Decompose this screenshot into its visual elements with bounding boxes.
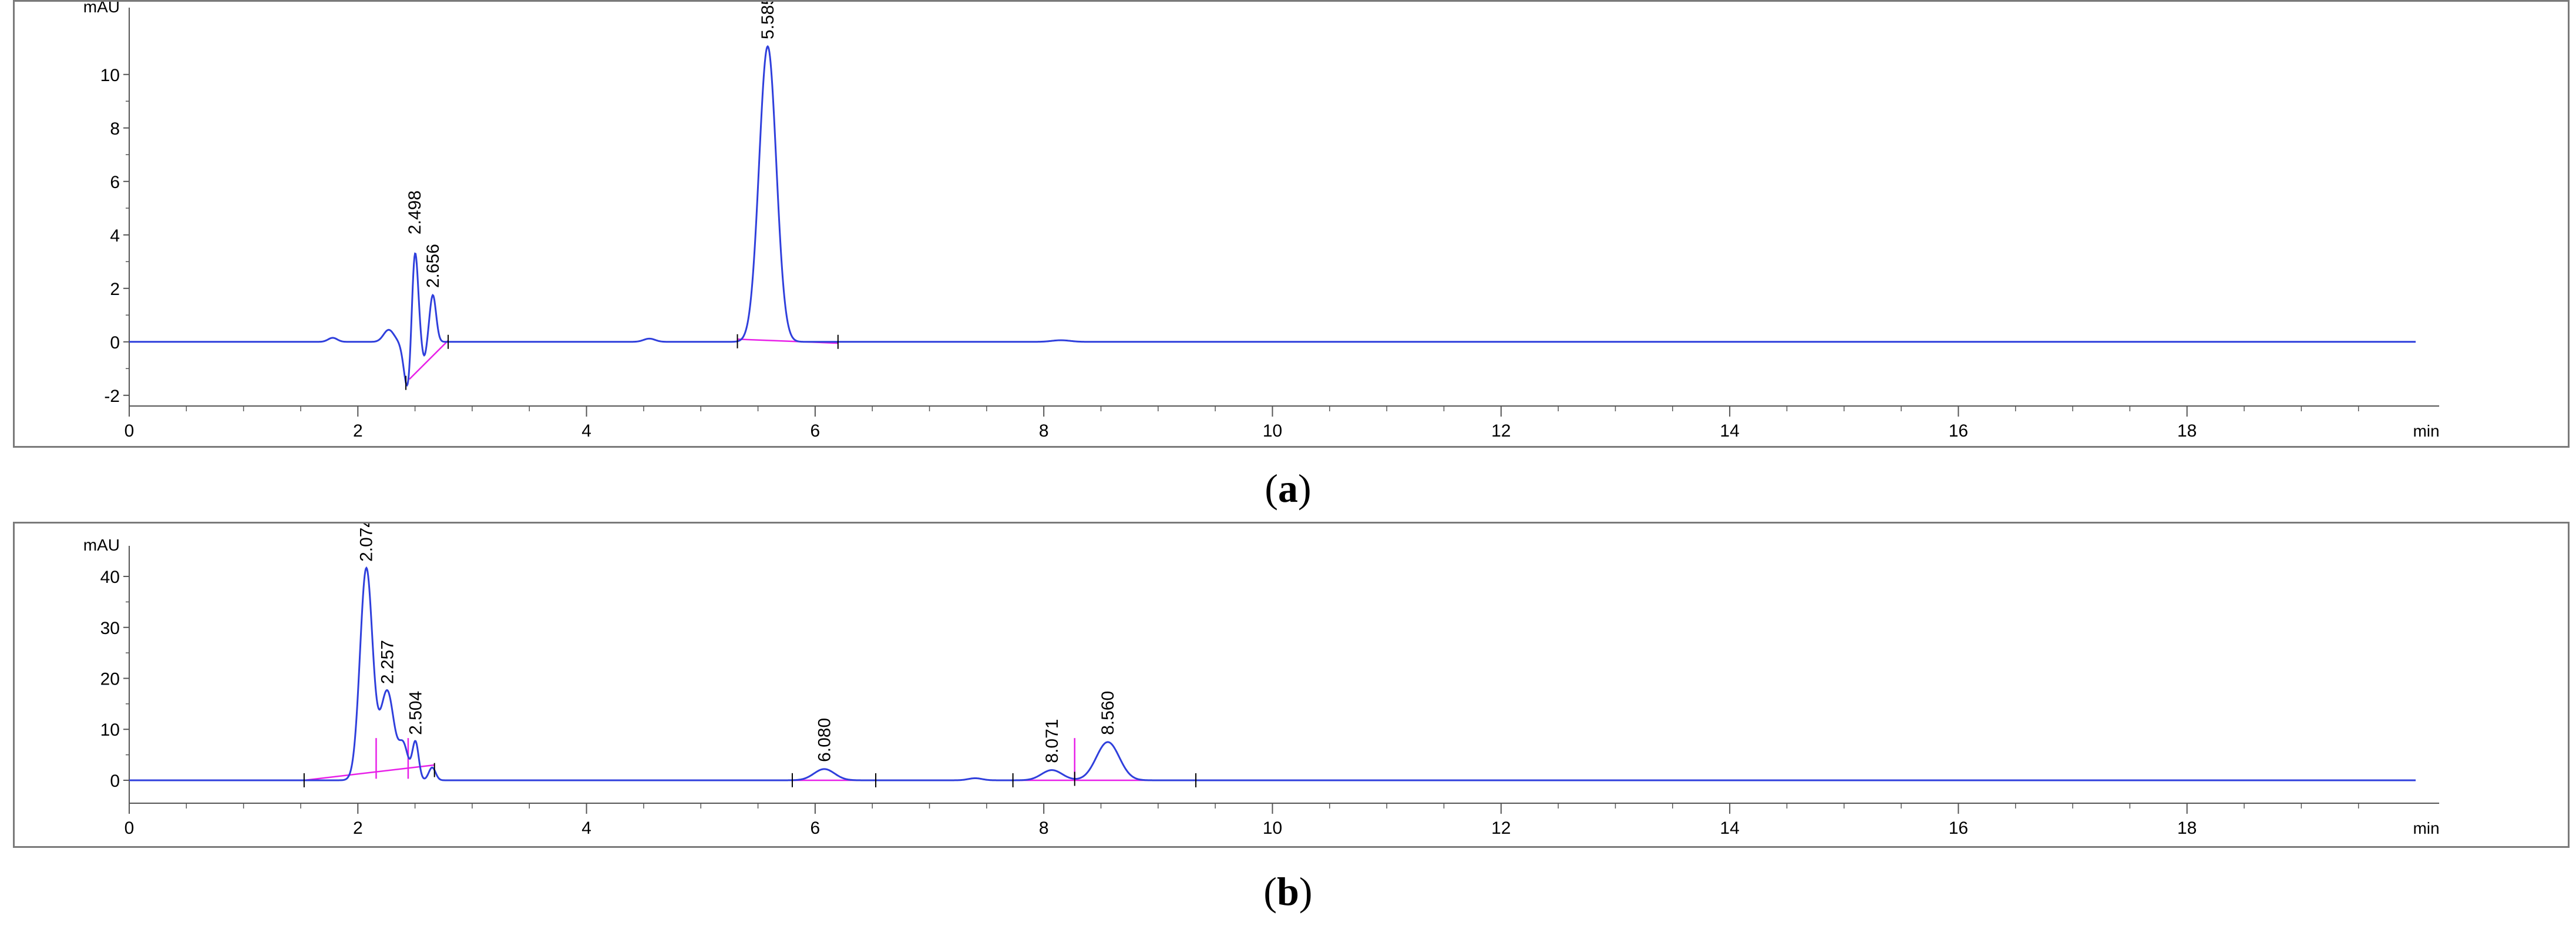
x-tick-label: 12 xyxy=(1491,421,1511,441)
x-unit-label: min xyxy=(2413,422,2439,440)
peak-label: 2.498 xyxy=(405,190,425,234)
x-tick-label: 0 xyxy=(125,818,134,838)
integration-baseline xyxy=(409,340,449,380)
x-tick-label: 14 xyxy=(1720,421,1739,441)
x-tick-label: 2 xyxy=(353,421,363,441)
chromatogram-a: -2 0 2 4 6 8 10 mAU 0 2 4 6 8 10 12 14 16 18 min 2.498 2.656… xyxy=(83,2,2440,441)
peak-label: 2.504 xyxy=(406,691,425,735)
peak-label: 2.656 xyxy=(423,244,443,288)
x-tick-label: 12 xyxy=(1491,818,1511,838)
x-tick-label: 18 xyxy=(2177,818,2197,838)
x-tick-label: 6 xyxy=(811,421,820,441)
chromatogram-panel-a: -2 0 2 4 6 8 10 mAU 0 2 4 6 8 10 12 14 16 18 min 2.498 2.656… xyxy=(13,0,2570,448)
y-unit-label: mAU xyxy=(83,536,120,554)
x-tick-label: 18 xyxy=(2177,421,2197,441)
signal-trace xyxy=(129,566,2416,781)
y-tick-label: 4 xyxy=(110,226,120,246)
x-tick-label: 10 xyxy=(1263,818,1282,838)
x-unit-label: min xyxy=(2413,819,2439,837)
y-tick-label: 10 xyxy=(100,66,120,85)
peak-label: 8.071 xyxy=(1042,719,1062,763)
x-tick-label: 8 xyxy=(1039,818,1049,838)
y-tick-label: 40 xyxy=(100,568,120,587)
x-tick-label: 0 xyxy=(125,421,134,441)
caption-a-letter: a xyxy=(1278,466,1298,511)
y-tick-label: 0 xyxy=(110,771,120,791)
x-tick-label: 16 xyxy=(1949,421,1968,441)
peak-label: 8.560 xyxy=(1098,691,1118,735)
caption-a: (a) xyxy=(1265,466,1311,511)
y-unit-label: mAU xyxy=(83,2,120,16)
y-tick-label: 6 xyxy=(110,173,120,192)
x-tick-label: 4 xyxy=(581,421,591,441)
peak-label: 2.074 xyxy=(357,524,376,562)
caption-b-letter: b xyxy=(1277,869,1299,914)
peak-label: 6.080 xyxy=(815,718,834,762)
x-tick-label: 4 xyxy=(581,818,591,838)
x-tick-label: 8 xyxy=(1039,421,1049,441)
y-tick-label: 0 xyxy=(110,333,120,353)
peak-label: 2.257 xyxy=(378,640,397,684)
y-tick-label: 30 xyxy=(100,619,120,638)
caption-b: (b) xyxy=(1263,869,1313,914)
y-tick-label: -2 xyxy=(104,387,120,406)
y-tick-label: 10 xyxy=(100,720,120,740)
x-tick-label: 16 xyxy=(1949,818,1968,838)
x-tick-label: 2 xyxy=(353,818,363,838)
x-tick-label: 10 xyxy=(1263,421,1282,441)
x-tick-label: 14 xyxy=(1720,818,1739,838)
x-tick-label: 6 xyxy=(811,818,820,838)
chromatogram-panel-b: 0 10 20 30 40 mAU 0 2 4 6 8 10 12 14 16 18 min 2.074 2.257… xyxy=(13,522,2570,848)
integration-baseline xyxy=(304,764,435,781)
y-tick-label: 2 xyxy=(110,280,120,299)
chromatogram-b: 0 10 20 30 40 mAU 0 2 4 6 8 10 12 14 16 18 min 2.074 2.257… xyxy=(83,524,2440,838)
peak-label: 5.585 xyxy=(758,2,778,39)
y-tick-label: 20 xyxy=(100,670,120,689)
signal-trace xyxy=(129,45,2416,387)
y-tick-label: 8 xyxy=(110,119,120,139)
